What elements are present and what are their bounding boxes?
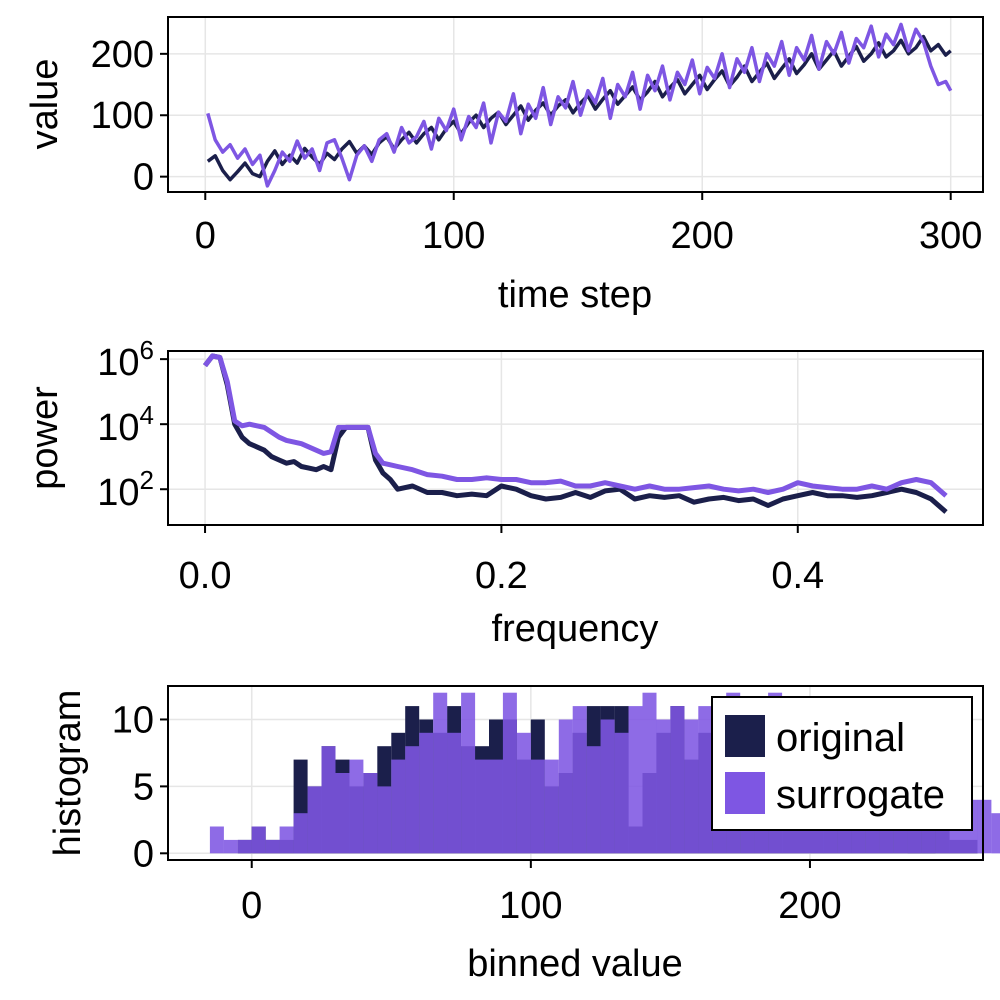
hist-bar-surrogate: [475, 759, 489, 854]
hist-bar-surrogate: [363, 773, 378, 854]
hist-bar-surrogate: [279, 826, 294, 854]
hist-bar-surrogate: [614, 732, 629, 854]
hist-bar-surrogate: [530, 759, 545, 854]
x-tick-label: 300: [919, 215, 982, 257]
power-spectrum-ylabel: power: [24, 386, 66, 490]
hist-bar-surrogate: [377, 786, 392, 854]
hist-bar-surrogate: [698, 706, 713, 854]
y-tick-label: 100: [91, 95, 154, 137]
hist-bar-surrogate: [419, 732, 434, 854]
hist-bar-surrogate: [251, 826, 266, 854]
hist-bar-surrogate: [321, 746, 336, 854]
histogram-ylabel: histogram: [47, 690, 89, 857]
legend-swatch-original: [725, 715, 765, 757]
power-spectrum-frame: [167, 350, 984, 526]
histogram-ticks: 0 100 200 0 5 10: [112, 699, 842, 927]
hist-bar-surrogate: [223, 839, 238, 854]
x-tick-label: 0.4: [771, 555, 824, 597]
time-series-lines: [206, 22, 953, 188]
hist-bar-surrogate: [670, 706, 685, 854]
time-series-panel: 0 100 200 300 0 100 200 time step value: [24, 16, 984, 316]
power-spectrum-panel: 0.0 0.2 0.4 102 104 106 frequency power: [24, 335, 984, 650]
hist-bar-surrogate: [656, 719, 671, 854]
hist-bar-surrogate: [991, 813, 1000, 854]
legend-label-original: original: [776, 716, 905, 760]
series-line-surrogate: [206, 22, 953, 188]
hist-bar-surrogate: [502, 692, 517, 854]
x-tick-label: 0: [195, 215, 216, 257]
legend-swatch-surrogate: [725, 772, 765, 814]
y-tick-label: 5: [133, 766, 154, 808]
x-tick-label: 200: [671, 215, 734, 257]
power-spectrum-ticks: 0.0 0.2 0.4 102 104 106: [97, 335, 824, 597]
time-series-frame: [167, 16, 984, 193]
hist-bar-surrogate: [433, 692, 448, 854]
time-series-ticks: 0 100 200 300 0 100 200: [91, 34, 983, 257]
time-series-grid: [168, 17, 983, 192]
x-tick-label: 100: [422, 215, 485, 257]
y-tick-label: 10: [112, 699, 154, 741]
power-spectrum-xlabel: frequency: [492, 608, 659, 650]
hist-bar-surrogate: [586, 746, 601, 854]
hist-bar-surrogate: [572, 706, 587, 854]
y-tick-label: 200: [91, 34, 154, 76]
hist-bar-surrogate: [642, 692, 657, 854]
x-tick-label: 100: [499, 885, 562, 927]
hist-bar-surrogate: [516, 732, 531, 854]
hist-bar-surrogate: [600, 719, 615, 854]
legend-label-surrogate: surrogate: [776, 773, 945, 817]
hist-bar-surrogate: [977, 799, 992, 854]
series-line-original: [203, 353, 948, 514]
histogram-panel: 0 100 200 0 5 10 binned value histogram origi…: [47, 685, 1000, 985]
hist-bar-surrogate: [544, 759, 559, 854]
series-line-original: [206, 34, 952, 182]
y-tick-label: 102: [97, 465, 154, 514]
hist-bar-surrogate: [628, 706, 643, 854]
series-line-surrogate: [203, 353, 948, 498]
time-series-ylabel: value: [24, 59, 66, 150]
x-tick-label: 0.2: [475, 555, 528, 597]
hist-bar-surrogate: [684, 719, 699, 854]
hist-bar-surrogate: [391, 759, 406, 854]
hist-bar-surrogate: [558, 719, 573, 854]
x-tick-label: 0: [241, 885, 262, 927]
hist-bar-surrogate: [335, 773, 350, 854]
y-tick-label: 104: [97, 400, 154, 449]
y-tick-label: 106: [97, 335, 154, 384]
hist-bar-surrogate: [307, 786, 322, 854]
hist-bar-surrogate: [237, 839, 252, 854]
y-tick-label: 0: [133, 157, 154, 199]
hist-bar-surrogate: [293, 813, 308, 854]
power-spectrum-lines: [203, 353, 948, 514]
hist-bar-surrogate: [447, 732, 462, 854]
legend: original surrogate: [711, 696, 973, 831]
hist-bar-surrogate: [209, 826, 224, 854]
histogram-xlabel: binned value: [467, 943, 683, 985]
y-tick-label: 0: [133, 833, 154, 875]
x-tick-label: 0.0: [179, 555, 232, 597]
time-series-xlabel: time step: [498, 274, 652, 316]
hist-bar-surrogate: [489, 759, 503, 854]
hist-bar-surrogate: [405, 746, 420, 854]
hist-bar-surrogate: [461, 692, 476, 854]
histogram-frame: [167, 685, 984, 861]
hist-bar-surrogate: [349, 759, 364, 854]
x-tick-label: 200: [778, 885, 841, 927]
hist-bar-surrogate: [265, 839, 280, 854]
